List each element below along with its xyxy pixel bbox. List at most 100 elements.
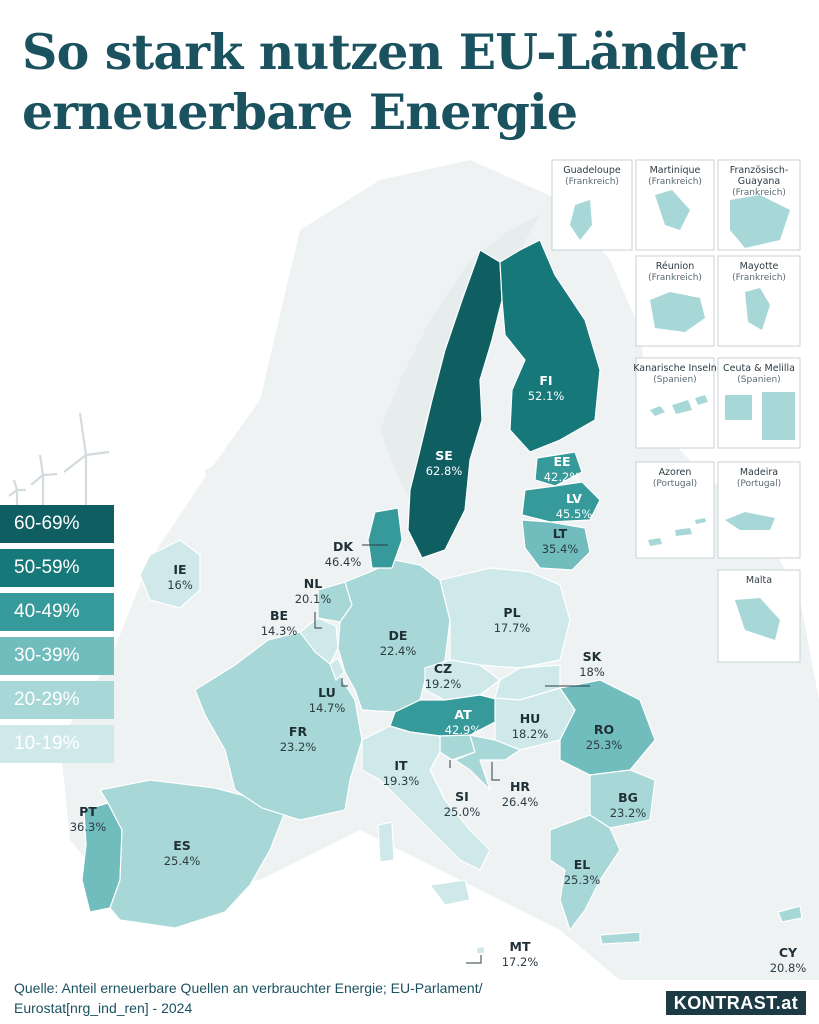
source-line1: Quelle: Anteil erneuerbare Quellen an ve… bbox=[14, 980, 483, 996]
country-value: 46.4% bbox=[325, 555, 362, 569]
country-value: 42.9% bbox=[445, 723, 482, 737]
country-value: 25.3% bbox=[586, 738, 623, 752]
country-value: 14.7% bbox=[309, 701, 346, 715]
country-se bbox=[407, 249, 503, 559]
inset-map: Guadeloupe(Frankreich) bbox=[551, 159, 633, 251]
inset-map: Malta bbox=[717, 569, 801, 663]
inset-shape bbox=[648, 518, 706, 546]
country-code: IE bbox=[173, 562, 186, 577]
country-code: NL bbox=[304, 576, 322, 591]
inset-country: (Frankreich) bbox=[732, 273, 786, 283]
country-code: HU bbox=[520, 711, 541, 726]
country-es bbox=[99, 779, 286, 929]
source-line2: Eurostat[nrg_ind_ren] - 2024 bbox=[14, 1000, 193, 1016]
country-value: 26.4% bbox=[502, 795, 539, 809]
country-code: SK bbox=[583, 649, 603, 664]
inset-country: (Spanien) bbox=[653, 375, 696, 385]
inset-map: Ceuta & Melilla(Spanien) bbox=[717, 357, 801, 449]
country-pl bbox=[439, 567, 571, 669]
inset-shape bbox=[725, 512, 775, 530]
country-code: LT bbox=[553, 526, 568, 541]
country-value: 16% bbox=[167, 578, 193, 592]
country-value: 20.8% bbox=[770, 961, 807, 975]
country-code: CY bbox=[779, 945, 798, 960]
country-lt bbox=[521, 519, 591, 571]
inset-name: Mayotte bbox=[740, 261, 779, 272]
country-hr bbox=[453, 734, 522, 791]
country-ee bbox=[534, 451, 583, 487]
country-code: SE bbox=[435, 448, 453, 463]
country-code: SI bbox=[455, 789, 469, 804]
country-code: AT bbox=[454, 707, 472, 722]
country-value: 52.1% bbox=[528, 389, 565, 403]
country-cz bbox=[424, 659, 501, 701]
inset-name: Ceuta & Melilla bbox=[723, 363, 795, 374]
country-mt bbox=[475, 945, 486, 955]
inset-name: Guadeloupe bbox=[563, 165, 621, 176]
country-value: 19.3% bbox=[383, 774, 420, 788]
country-value: 42.2% bbox=[544, 470, 581, 484]
country-code: EE bbox=[553, 454, 570, 469]
inset-shape bbox=[730, 195, 790, 248]
country-value: 25.3% bbox=[564, 873, 601, 887]
legend-item: 30-39% bbox=[0, 637, 114, 675]
inset-shape bbox=[570, 200, 592, 240]
country-it bbox=[361, 725, 491, 871]
inset-shape bbox=[650, 292, 705, 332]
country-code: DE bbox=[389, 628, 408, 643]
country-code: HR bbox=[510, 779, 530, 794]
inset-map: Madeira(Portugal) bbox=[717, 461, 801, 559]
country-code: LU bbox=[318, 685, 336, 700]
country-lv bbox=[521, 481, 601, 523]
page-title-line2: erneuerbare Energie bbox=[22, 83, 578, 141]
inset-name: Réunion bbox=[656, 261, 695, 272]
inset-country: (Frankreich) bbox=[648, 273, 702, 283]
inset-map: Mayotte(Frankreich) bbox=[717, 255, 801, 347]
legend: 60-69% 50-59% 40-49% 30-39% 20-29% 10-19% bbox=[0, 505, 114, 769]
country-value: 22.4% bbox=[380, 644, 417, 658]
country-cy bbox=[777, 905, 803, 923]
country-code: ES bbox=[173, 838, 191, 853]
country-value: 18.2% bbox=[512, 727, 549, 741]
legend-item: 50-59% bbox=[0, 549, 114, 587]
inset-frame bbox=[551, 159, 633, 251]
uk-island bbox=[205, 455, 282, 612]
country-value: 45.5% bbox=[556, 507, 593, 521]
country-it-sardinia bbox=[377, 821, 395, 863]
country-code: CZ bbox=[434, 661, 452, 676]
inset-name: Azoren bbox=[659, 467, 692, 478]
leader-lines bbox=[314, 544, 590, 964]
inset-shape bbox=[655, 190, 690, 230]
inset-name-line2: Guayana bbox=[738, 176, 781, 187]
country-value: 19.2% bbox=[425, 677, 462, 691]
inset-name: Kanarische Inseln bbox=[633, 363, 717, 374]
country-code: PT bbox=[79, 804, 97, 819]
inset-shape bbox=[745, 288, 770, 330]
country-code: MT bbox=[510, 939, 531, 954]
country-value: 17.2% bbox=[502, 955, 539, 969]
source-note: Quelle: Anteil erneuerbare Quellen an ve… bbox=[14, 978, 594, 1018]
country-value: 20.1% bbox=[295, 592, 332, 606]
country-value: 18% bbox=[579, 665, 605, 679]
country-code: PL bbox=[503, 605, 520, 620]
country-value: 17.7% bbox=[494, 621, 531, 635]
country-code: RO bbox=[594, 722, 614, 737]
legend-item: 60-69% bbox=[0, 505, 114, 543]
inset-map: Azoren(Portugal) bbox=[635, 461, 715, 559]
country-code: BE bbox=[270, 608, 288, 623]
